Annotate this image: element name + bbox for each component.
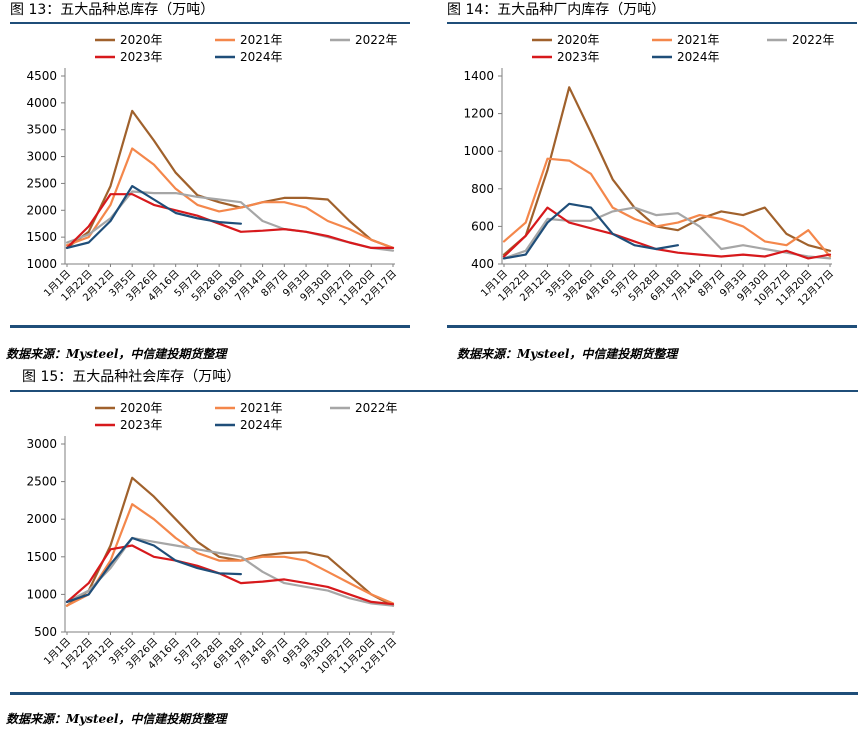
series-line-2022 (65, 536, 395, 607)
legend-label: 2023年 (120, 50, 163, 64)
y-tick-label: 2500 (26, 475, 57, 489)
figure-14-source: 数据来源：Mysteel，中信建投期货整理 (457, 347, 678, 361)
series-line-2024 (502, 202, 679, 260)
series-line-2021 (65, 503, 395, 607)
figure-13-bottom-rule (10, 325, 410, 328)
legend-label: 2020年 (557, 33, 600, 47)
y-tick-label: 3500 (26, 123, 57, 137)
legend-label: 2021年 (240, 401, 283, 415)
y-tick-label: 1500 (26, 550, 57, 564)
figure-15-source: 数据来源：Mysteel，中信建投期货整理 (6, 712, 227, 726)
series-line-2021 (65, 147, 395, 249)
figure-13-chart: 2020年 2021年 2022年 2023年 2024年 1000 1500 2000 250… (26, 33, 399, 308)
figure-13-top-rule (10, 22, 410, 24)
legend-label: 2020年 (120, 33, 163, 47)
figure-15-title: 图 15：五大品种社会库存（万吨） (22, 369, 241, 385)
figure-14-chart: 2020年 2021年 2022年 2023年 2024年 400 600 800 1000 12… (463, 33, 836, 308)
y-tick-label: 2000 (26, 512, 57, 526)
series-line-2024 (65, 536, 242, 603)
legend-label: 2023年 (120, 418, 163, 432)
y-tick-label: 1000 (26, 587, 57, 601)
y-tick-label: 1400 (463, 69, 494, 83)
series-line-2020 (65, 109, 395, 249)
series-line-2020 (502, 86, 832, 256)
y-tick-label: 1200 (463, 107, 494, 121)
legend-label: 2022年 (792, 33, 835, 47)
series-line-2023 (65, 544, 395, 606)
y-tick-label: 400 (471, 257, 494, 271)
y-tick-label: 3000 (26, 437, 57, 451)
series-line-2022 (502, 206, 832, 260)
figure-15-chart: 2020年 2021年 2022年 2023年 2024年 500 1000 1500 2000… (26, 401, 399, 676)
legend-label: 2022年 (355, 33, 398, 47)
legend-label: 2022年 (355, 401, 398, 415)
series-line-2023 (65, 193, 395, 249)
legend-label: 2021年 (677, 33, 720, 47)
y-tick-label: 2500 (26, 176, 57, 190)
y-tick-label: 1000 (26, 257, 57, 271)
figure-15-top-rule (10, 390, 858, 392)
y-tick-label: 3000 (26, 150, 57, 164)
figure-13-title: 图 13：五大品种总库存（万吨） (10, 2, 215, 18)
figure-13-source: 数据来源：Mysteel，中信建投期货整理 (6, 347, 227, 361)
series-line-2023 (502, 206, 832, 260)
legend-label: 2021年 (240, 33, 283, 47)
figure-15-bottom-rule (10, 692, 858, 695)
legend-label: 2024年 (240, 418, 283, 432)
y-tick-label: 800 (471, 182, 494, 196)
y-tick-label: 4500 (26, 69, 57, 83)
series-line-2024 (65, 185, 242, 249)
figure-14-bottom-rule (447, 325, 857, 328)
y-tick-label: 600 (471, 219, 494, 233)
legend-label: 2024年 (677, 50, 720, 64)
y-tick-label: 500 (34, 625, 57, 639)
figure-14-title: 图 14：五大品种厂内库存（万吨） (447, 2, 666, 18)
y-tick-label: 2000 (26, 203, 57, 217)
y-tick-label: 1500 (26, 230, 57, 244)
series-line-2020 (65, 476, 395, 607)
legend-label: 2024年 (240, 50, 283, 64)
y-tick-label: 1000 (463, 144, 494, 158)
series-line-2021 (502, 157, 832, 258)
y-tick-label: 4000 (26, 96, 57, 110)
figure-14-top-rule (447, 22, 857, 24)
legend-label: 2023年 (557, 50, 600, 64)
legend-label: 2020年 (120, 401, 163, 415)
